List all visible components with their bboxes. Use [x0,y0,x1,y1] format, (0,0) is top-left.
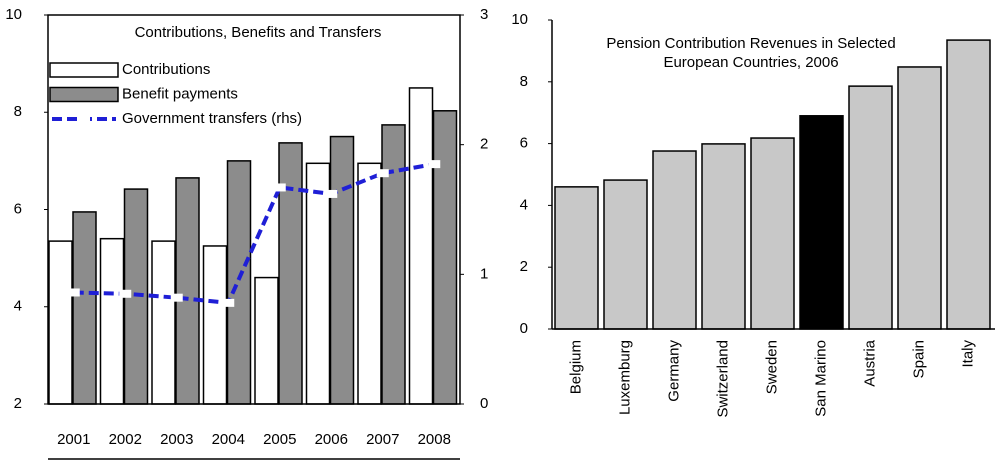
x-tick-label: 2008 [418,431,451,448]
legend-label: Benefit payments [122,85,238,102]
y2-tick-label: 1 [480,265,488,282]
line [73,162,435,305]
bar [701,143,746,330]
y-tick-label: 6 [520,135,528,152]
y-tick-label: 4 [520,196,528,213]
bar [750,137,795,330]
x-tick-label: Austria [861,339,878,386]
x-tick-label: San Marino [812,340,829,417]
x-tick-label: 2002 [109,431,142,448]
legend-swatch [49,62,119,78]
line-marker [325,189,338,198]
x-tick-label: 2001 [57,431,90,448]
chart-title: Contributions, Benefits and Transfers [135,24,382,41]
bar [329,135,355,405]
bar [48,240,73,405]
y2-tick-label: 2 [480,136,488,153]
y-tick-label: 4 [14,298,22,315]
legend-label: Government transfers (rhs) [122,110,302,127]
bar [946,39,991,330]
bar [432,110,458,405]
y-tick-label: 2 [520,258,528,275]
plot-frame [47,14,461,405]
y-tick-label: 10 [5,6,22,23]
line-marker [222,298,235,307]
y-tick-label: 8 [14,103,22,120]
x-tick-label: Sweden [763,340,780,394]
line-marker [428,160,441,169]
bar [408,87,434,405]
bar [278,142,303,405]
y-tick-label: 10 [511,11,528,28]
legend-swatch [49,86,119,103]
bar [652,150,697,330]
bar [357,162,382,405]
bar [554,186,599,330]
line-marker [273,183,286,192]
x-tick-label: Italy [959,340,976,368]
bar [799,115,844,330]
line-marker [119,289,132,298]
chart-title: European Countries, 2006 [663,54,838,71]
x-tick-label: 2006 [315,431,348,448]
line-marker [376,169,389,178]
x-tick-label: Germany [665,340,682,402]
y-tick-label: 6 [14,200,22,217]
chart-title: Pension Contribution Revenues in Selecte… [606,35,895,52]
line-marker [67,288,80,297]
bar [151,240,176,405]
bar [254,276,279,405]
x-tick-label: 2003 [160,431,193,448]
x-tick-label: Luxemburg [616,340,633,415]
x-tick-label: 2004 [212,431,245,448]
bar [99,237,125,405]
line-marker [170,293,183,302]
bar [72,211,97,405]
y2-tick-label: 0 [480,395,488,412]
legend-label: Contributions [122,61,210,78]
bar [226,160,252,405]
bar [897,66,942,330]
bar [305,162,331,405]
x-tick-label: Spain [910,340,927,378]
bar [381,124,406,405]
y-tick-label: 0 [520,320,528,337]
y-tick-label: 8 [520,73,528,90]
bar [202,245,228,405]
legend-marker [78,115,90,123]
x-tick-label: Belgium [567,340,584,394]
x-tick-label: 2007 [366,431,399,448]
x-tick-label: Switzerland [714,340,731,418]
x-tick-label: 2005 [263,431,296,448]
bar [175,177,200,405]
bar [848,85,893,330]
bar [603,179,648,330]
y-tick-label: 2 [14,395,22,412]
y2-tick-label: 3 [480,6,488,23]
